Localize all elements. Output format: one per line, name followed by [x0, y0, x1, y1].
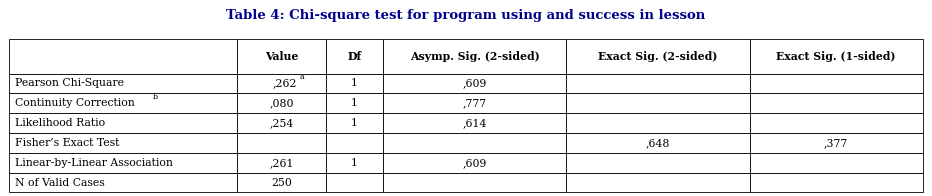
Bar	[237, 173, 326, 192]
Bar	[237, 74, 326, 93]
Bar	[749, 93, 923, 113]
Text: Asymp. Sig. (2-sided): Asymp. Sig. (2-sided)	[410, 51, 540, 62]
Bar	[749, 74, 923, 93]
Text: ,648: ,648	[646, 138, 670, 148]
Bar	[749, 173, 923, 192]
Text: ,080: ,080	[269, 98, 294, 108]
Text: Continuity Correction: Continuity Correction	[15, 98, 134, 108]
Text: ,614: ,614	[462, 118, 487, 128]
Bar	[567, 173, 749, 192]
Bar	[567, 113, 749, 133]
Bar	[326, 173, 383, 192]
Bar	[9, 153, 237, 173]
Bar	[749, 153, 923, 173]
Text: Value: Value	[265, 51, 298, 62]
Text: 1: 1	[351, 78, 358, 88]
Text: N of Valid Cases: N of Valid Cases	[15, 178, 104, 188]
Text: b: b	[153, 93, 158, 101]
Text: Table 4: Chi-square test for program using and success in lesson: Table 4: Chi-square test for program usi…	[226, 9, 706, 22]
Bar	[383, 113, 567, 133]
Text: 1: 1	[351, 158, 358, 168]
Text: Exact Sig. (1-sided): Exact Sig. (1-sided)	[776, 51, 896, 62]
Bar	[326, 39, 383, 74]
Bar	[383, 153, 567, 173]
Bar	[749, 39, 923, 74]
Text: ,609: ,609	[462, 78, 487, 88]
Text: ,609: ,609	[462, 158, 487, 168]
Bar	[237, 113, 326, 133]
Bar	[9, 133, 237, 153]
Text: 250: 250	[271, 178, 292, 188]
Bar	[383, 133, 567, 153]
Text: Linear-by-Linear Association: Linear-by-Linear Association	[15, 158, 172, 168]
Bar	[567, 93, 749, 113]
Bar	[9, 74, 237, 93]
Bar	[383, 93, 567, 113]
Text: Likelihood Ratio: Likelihood Ratio	[15, 118, 105, 128]
Bar	[749, 133, 923, 153]
Text: ,777: ,777	[463, 98, 487, 108]
Bar	[567, 39, 749, 74]
Bar	[9, 173, 237, 192]
Text: ,261: ,261	[269, 158, 294, 168]
Text: 1: 1	[351, 118, 358, 128]
Bar	[9, 93, 237, 113]
Bar	[237, 93, 326, 113]
Bar	[567, 153, 749, 173]
Text: Pearson Chi-Square: Pearson Chi-Square	[15, 78, 124, 88]
Bar	[237, 153, 326, 173]
Bar	[383, 39, 567, 74]
Text: 1: 1	[351, 98, 358, 108]
Bar	[326, 153, 383, 173]
Text: ,377: ,377	[824, 138, 848, 148]
Bar	[749, 113, 923, 133]
Text: a: a	[300, 74, 305, 82]
Bar	[383, 173, 567, 192]
Bar	[326, 74, 383, 93]
Bar	[326, 133, 383, 153]
Bar	[383, 74, 567, 93]
Bar	[326, 113, 383, 133]
Bar	[237, 39, 326, 74]
Text: Exact Sig. (2-sided): Exact Sig. (2-sided)	[598, 51, 718, 62]
Text: Df: Df	[348, 51, 362, 62]
Bar	[237, 133, 326, 153]
Text: ,254: ,254	[269, 118, 294, 128]
Bar	[326, 93, 383, 113]
Text: ,262: ,262	[272, 78, 296, 88]
Bar	[9, 113, 237, 133]
Text: Fisher’s Exact Test: Fisher’s Exact Test	[15, 138, 119, 148]
Bar	[567, 133, 749, 153]
Bar	[567, 74, 749, 93]
Bar	[9, 39, 237, 74]
